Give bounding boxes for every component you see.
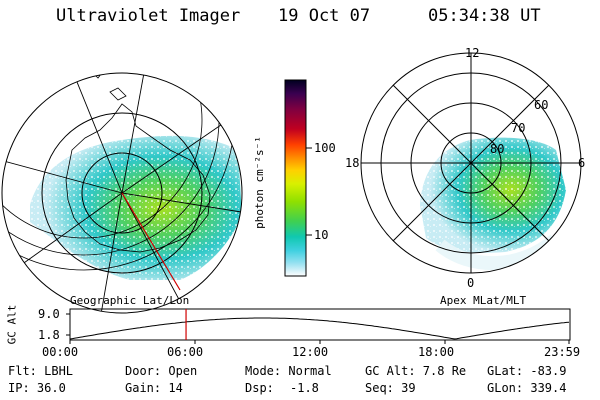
orbit-ytick-9: 9.0 (38, 307, 60, 321)
orbit-axis-label: GC Alt (5, 304, 19, 345)
mode-info: Mode: Normal (245, 364, 332, 378)
mlat-label-70: 70 (511, 121, 526, 135)
geographic-map (2, 73, 242, 313)
orbit-plot (66, 308, 571, 344)
time-label: 05:34:38 UT (428, 6, 541, 26)
orbit-xtick-1200: 12:00 (292, 345, 329, 359)
left-map-caption: Geographic Lat/Lon (70, 294, 190, 307)
dsp-value: -1.8 (290, 381, 319, 395)
orbit-xtick-0000: 00:00 (42, 345, 79, 359)
orbit-ytick-1.8: 1.8 (38, 328, 60, 342)
glon-info: GLon: 339.4 (487, 381, 567, 395)
filter-info: Flt: LBHL (8, 364, 74, 378)
mlat-label-80: 80 (490, 142, 505, 156)
coastline (65, 103, 211, 253)
magnetic-map (420, 137, 566, 271)
door-info: Door: Open (125, 364, 198, 378)
dsp-label: Dsp: (245, 381, 274, 395)
right-map-caption: Apex MLat/MLT (440, 294, 527, 307)
colorbar-tick-10: 10 (314, 228, 329, 242)
seq-info: Seq: 39 (365, 381, 416, 395)
magnetic-grid (360, 52, 582, 274)
orbit-xtick-2359: 23:59 (544, 345, 581, 359)
mlt-label-12: 12 (465, 46, 480, 60)
mlt-label-0: 0 (467, 276, 475, 290)
colorbar-unit-label: photon cm⁻²s⁻¹ (252, 136, 266, 229)
colorbar-tick-100: 100 (314, 141, 336, 155)
glat-info: GLat: -83.9 (487, 364, 567, 378)
mlt-label-6: 6 (578, 156, 586, 170)
date-label: 19 Oct 07 (278, 6, 371, 26)
ip-info: IP: 36.0 (8, 381, 66, 395)
orbit-xtick-0600: 06:00 (167, 345, 204, 359)
orbit-xtick-1800: 18:00 (418, 345, 455, 359)
left-map-border (1, 72, 243, 314)
orbit-altitude-curve (69, 317, 570, 340)
colorbar (284, 79, 307, 277)
mlt-label-18: 18 (345, 156, 360, 170)
sun-direction-line (121, 192, 181, 291)
page-title: Ultraviolet Imager (56, 6, 241, 26)
mlat-label-60: 60 (534, 98, 549, 112)
gain-info: Gain: 14 (125, 381, 183, 395)
gc-alt-info: GC Alt: 7.8 Re (365, 364, 467, 378)
